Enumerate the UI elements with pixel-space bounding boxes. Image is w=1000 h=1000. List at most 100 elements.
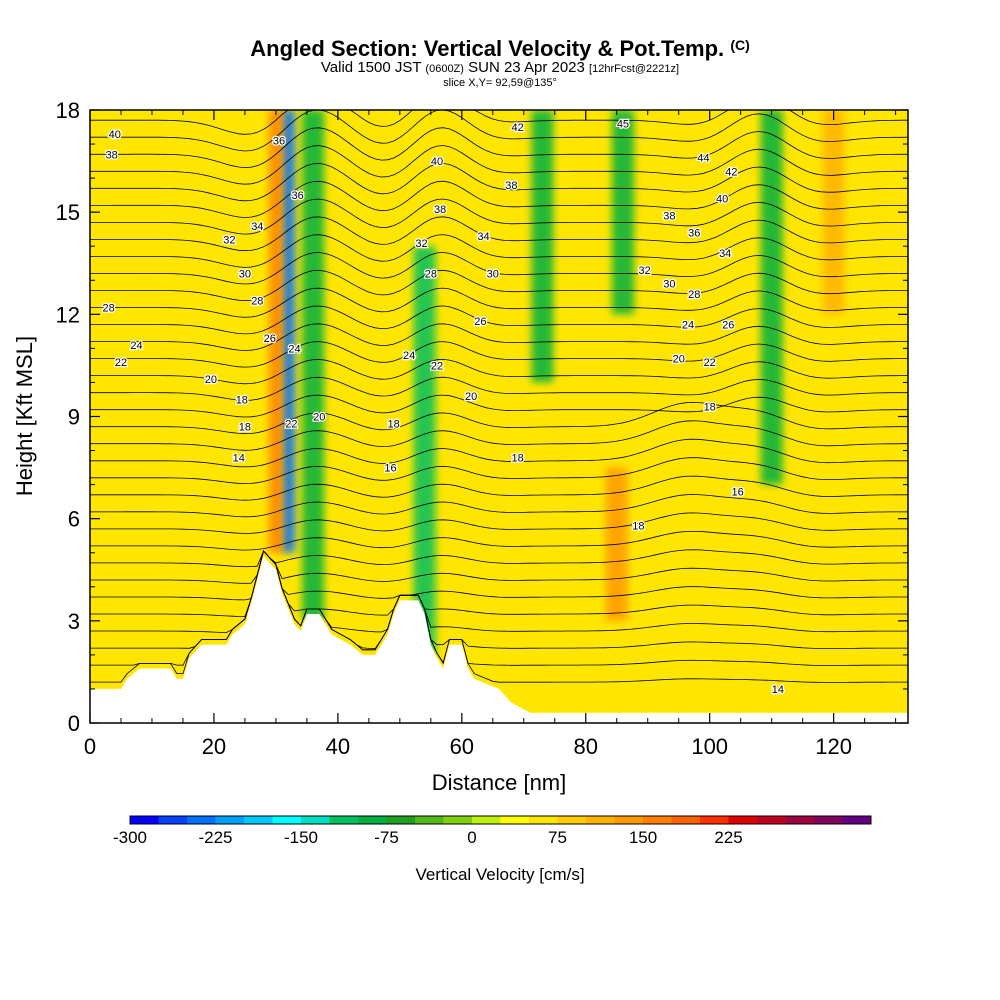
x-tick-label: 40: [326, 734, 350, 759]
isentrope-label: 22: [285, 418, 297, 430]
vv-feature: [302, 110, 325, 621]
colorbar-swatch: [785, 816, 815, 824]
isentrope-line: [90, 127, 908, 169]
isentrope-line: [90, 305, 908, 335]
valid-time-utc: (0600Z): [425, 63, 464, 75]
isentrope-label: 28: [251, 296, 263, 308]
y-tick-label: 0: [68, 711, 80, 736]
x-tick-label: 20: [202, 734, 226, 759]
isentrope-labels: 4038343230282624222018181420222428363640…: [101, 117, 785, 697]
isentrope-line: [90, 110, 908, 135]
isentrope-label: 38: [505, 180, 517, 192]
isentrope-line: [90, 550, 908, 634]
vv-feature: [531, 110, 554, 383]
isentrope-label: 30: [239, 268, 251, 280]
chart-title: Angled Section: Vertical Velocity & Pot.…: [0, 36, 1000, 62]
isentrope-line: [90, 550, 908, 601]
isentrope-label: 14: [772, 684, 784, 696]
colorbar-swatch: [814, 816, 843, 824]
x-tick-label: 80: [574, 734, 598, 759]
isentrope-label: 34: [477, 231, 489, 243]
isentrope-label: 44: [697, 153, 709, 165]
y-tick-label: 15: [56, 200, 80, 225]
isentrope-line: [90, 287, 908, 318]
isentrope-line: [90, 180, 908, 218]
colorbar-swatch: [187, 816, 216, 824]
isentrope-label: 28: [425, 268, 437, 280]
isentrope-label: 22: [431, 360, 443, 372]
colorbar-swatch: [158, 816, 188, 824]
vv-feature: [760, 110, 783, 485]
isentrope-label: 20: [205, 374, 217, 386]
vv-feature: [268, 110, 283, 553]
isentrope-label: 45: [617, 119, 629, 131]
title-mark: (C): [730, 37, 750, 53]
isentrope-line: [90, 401, 908, 435]
colorbar-swatch: [415, 816, 444, 824]
colorbar-swatch: [671, 816, 701, 824]
isentrope-line: [90, 145, 908, 185]
isentrope-label: 40: [716, 194, 728, 206]
isentrope-label: 26: [474, 316, 486, 328]
colorbar-swatch: [529, 816, 558, 824]
isentrope-label: 22: [704, 357, 716, 369]
colorbar-swatch: [700, 816, 729, 824]
isentrope-line: [90, 494, 908, 518]
slice-info: slice X,Y= 92,59@135°: [443, 77, 557, 89]
colorbar-swatch: [272, 816, 302, 824]
colorbar-swatch: [244, 816, 273, 824]
y-tick-label: 3: [68, 609, 80, 634]
colorbar-label: Vertical Velocity [cm/s]: [415, 865, 584, 884]
isentrope-label: 42: [511, 122, 523, 134]
colorbar-swatch: [301, 816, 330, 824]
y-axis-label: Height [Kft MSL]: [12, 336, 37, 496]
isentrope-line: [90, 198, 908, 235]
isentrope-line: [90, 512, 908, 534]
colorbar-swatch: [728, 816, 758, 824]
isentrope-line: [90, 110, 908, 152]
isentrope-line: [90, 550, 908, 650]
isentrope-label: 36: [291, 190, 303, 202]
isentrope-label: 14: [233, 452, 245, 464]
isentrope-label: 30: [663, 279, 675, 291]
isentrope-line: [90, 252, 908, 285]
isentrope-label: 24: [288, 343, 300, 355]
isentrope-line: [90, 394, 908, 418]
isentrope-label: 18: [704, 401, 716, 413]
colorbar-swatch: [472, 816, 501, 824]
isentrope-label: 20: [465, 391, 477, 403]
x-tick-label: 0: [84, 734, 96, 759]
isentrope-label: 16: [731, 486, 743, 498]
isentrope-label: 38: [434, 204, 446, 216]
isentrope-label: 26: [264, 333, 276, 345]
isentrope-label: 32: [223, 234, 235, 246]
isentrope-line: [90, 420, 908, 451]
valid-time: Valid 1500 JST (0600Z) SUN 23 Apr 2023 […: [0, 59, 1000, 76]
colorbar-swatch: [443, 816, 473, 824]
y-tick-label: 6: [68, 507, 80, 532]
colorbar-tick-label: 225: [714, 828, 742, 847]
valid-time-jst: Valid 1500 JST: [320, 59, 422, 76]
colorbar-frame: [129, 815, 872, 825]
isentrope-label: 18: [239, 422, 251, 434]
isentrope-line: [90, 216, 908, 252]
isentrope-line: [90, 550, 908, 618]
x-tick-label: 60: [450, 734, 474, 759]
isentrope-label: 36: [688, 228, 700, 240]
isentrope-label: 22: [115, 357, 127, 369]
isentrope-label: 18: [388, 418, 400, 430]
isentrope-label: 28: [688, 289, 700, 301]
colorbar-swatch: [614, 816, 644, 824]
isentrope-line: [90, 550, 908, 584]
isentrope-label: 28: [102, 303, 114, 315]
colorbar-tick-label: -75: [374, 828, 399, 847]
isentrope-line: [90, 549, 908, 568]
colorbar-tick-label: -300: [113, 828, 147, 847]
colorbar-tick-label: -150: [284, 828, 318, 847]
isentrope-label: 38: [663, 211, 675, 223]
y-tick-label: 9: [68, 405, 80, 430]
colorbar-swatch: [500, 816, 530, 824]
vv-feature: [822, 110, 845, 315]
colorbar-swatch: [215, 816, 245, 824]
